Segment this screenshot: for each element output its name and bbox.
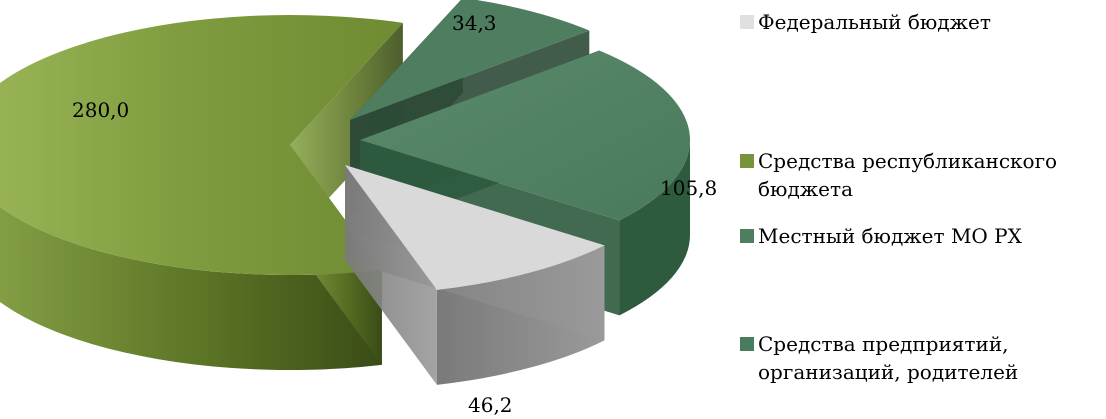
legend-item-federal: Федеральный бюджет	[740, 8, 1098, 36]
legend-label: Федеральный бюджет	[758, 10, 991, 34]
legend-swatch	[740, 154, 754, 168]
data-label: 34,3	[452, 11, 497, 35]
data-label: 280,0	[72, 98, 129, 122]
legend-label: Средства предприятий, организаций, родит…	[758, 332, 1019, 384]
legend-swatch	[740, 229, 754, 243]
legend-label: Средства республиканского бюджета	[758, 149, 1058, 201]
data-label: 105,8	[660, 176, 717, 200]
pie-slice-top	[350, 0, 590, 120]
pie-chart: 46,2 280,0 34,3 105,8	[0, 0, 717, 417]
pie-slice-side	[0, 207, 382, 370]
legend-label: Местный бюджет МО РХ	[758, 224, 1022, 248]
legend-item-enterprises: Средства предприятий, организаций, родит…	[740, 330, 1058, 386]
legend-item-republic: Средства республиканского бюджета	[740, 147, 1088, 203]
legend-swatch	[740, 15, 754, 29]
pie-slice-top	[345, 165, 605, 290]
pie-slice-1	[0, 15, 403, 370]
pie-slice-0	[345, 165, 605, 385]
pie-slice-side	[619, 140, 690, 316]
chart-legend: Федеральный бюджет Средства республиканс…	[740, 0, 1106, 419]
pie-slice-top	[0, 15, 403, 275]
data-label: 46,2	[468, 393, 513, 417]
legend-swatch	[740, 337, 754, 351]
pie-slice-top	[360, 50, 690, 221]
pie-slice-cut	[345, 165, 437, 385]
legend-item-local: Местный бюджет МО РХ	[740, 222, 1098, 250]
